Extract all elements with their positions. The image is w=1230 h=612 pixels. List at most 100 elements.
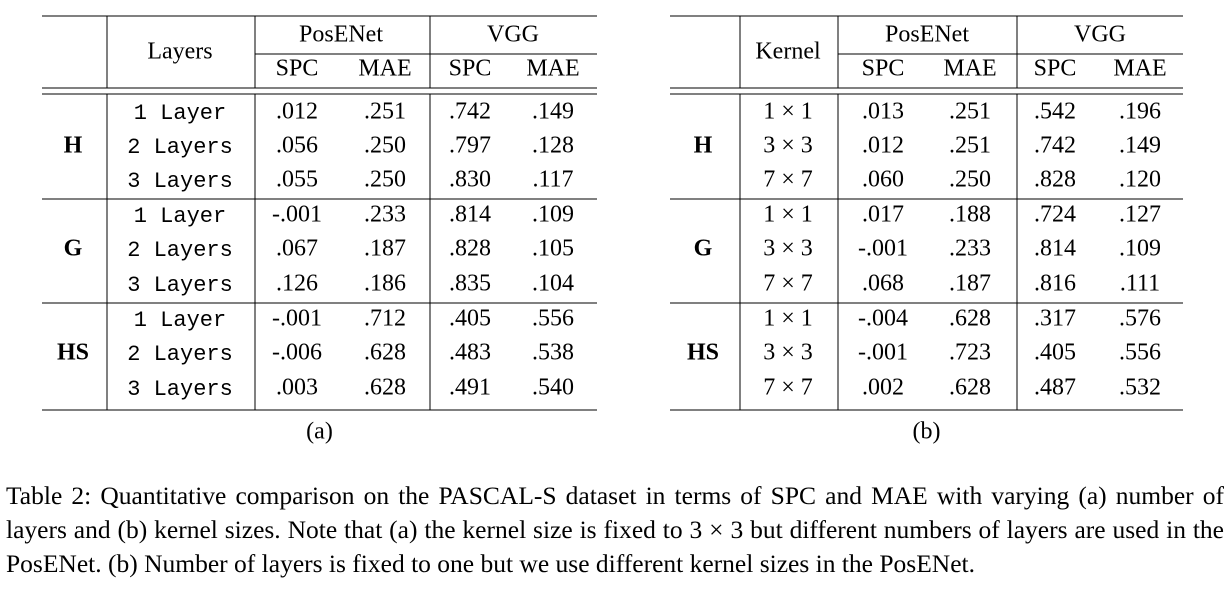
- row-label: 7 × 7: [763, 271, 813, 297]
- cell: .556: [532, 306, 574, 332]
- column-header: MAE: [1113, 56, 1166, 82]
- column-header: SPC: [862, 56, 905, 82]
- table-caption: Table 2: Quantitative comparison on the …: [6, 481, 1224, 578]
- cell: .017: [862, 202, 904, 228]
- column-header: SPC: [449, 56, 492, 82]
- cell: .003: [276, 375, 318, 401]
- row-label: 2 Layers: [127, 135, 233, 160]
- cell: .117: [532, 167, 573, 193]
- cell: .250: [364, 167, 406, 193]
- cell: .556: [1119, 340, 1161, 366]
- cell: .109: [532, 202, 574, 228]
- cell: .109: [1119, 236, 1161, 262]
- row-label: 3 Layers: [127, 273, 233, 298]
- cell: .628: [364, 340, 406, 366]
- cell: .405: [449, 306, 491, 332]
- cell: -.001: [272, 202, 322, 228]
- cell: .538: [532, 340, 574, 366]
- cell: .628: [364, 375, 406, 401]
- cell: .251: [949, 133, 991, 159]
- cell: .491: [449, 375, 491, 401]
- subtable-caption: (a): [306, 419, 333, 445]
- column-group: VGG: [487, 22, 539, 48]
- cell: .067: [276, 236, 318, 262]
- cell: .196: [1119, 99, 1161, 125]
- row-label: 3 × 3: [763, 236, 813, 262]
- cell: .250: [949, 167, 991, 193]
- cell: .576: [1119, 306, 1161, 332]
- cell: .814: [449, 202, 491, 228]
- cell: .127: [1119, 202, 1161, 228]
- cell: .816: [1034, 271, 1076, 297]
- row-label: 2 Layers: [127, 342, 233, 367]
- cell: .628: [949, 375, 991, 401]
- column-header: MAE: [526, 56, 579, 82]
- row-label: 3 × 3: [763, 340, 813, 366]
- group-label: HS: [687, 340, 719, 366]
- subtable-caption: (b): [913, 419, 941, 445]
- cell: .126: [276, 271, 318, 297]
- cell: .149: [1119, 133, 1161, 159]
- row-label: 3 Layers: [127, 377, 233, 402]
- row-label: 1 Layer: [134, 308, 226, 333]
- cell: .742: [449, 99, 491, 125]
- column-header: MAE: [943, 56, 996, 82]
- row-header: Kernel: [755, 39, 821, 65]
- cell: .056: [276, 133, 318, 159]
- cell: .742: [1034, 133, 1076, 159]
- cell: .105: [532, 236, 574, 262]
- column-group: PosENet: [299, 22, 383, 48]
- cell: .830: [449, 167, 491, 193]
- cell: .068: [862, 271, 904, 297]
- cell: .317: [1034, 306, 1076, 332]
- cell: .060: [862, 167, 904, 193]
- cell: .723: [949, 340, 991, 366]
- cell: .712: [364, 306, 406, 332]
- cell: .250: [364, 133, 406, 159]
- cell: .013: [862, 99, 904, 125]
- cell: .828: [1034, 167, 1076, 193]
- cell: .797: [449, 133, 491, 159]
- row-label: 1 × 1: [763, 306, 813, 332]
- cell: .128: [532, 133, 574, 159]
- row-label: 7 × 7: [763, 167, 813, 193]
- row-label: 1 Layer: [134, 101, 226, 126]
- group-label: G: [694, 236, 713, 262]
- row-label: 3 × 3: [763, 133, 813, 159]
- cell: .111: [1120, 271, 1160, 297]
- cell: .104: [532, 271, 574, 297]
- cell: -.001: [858, 236, 908, 262]
- cell: .532: [1119, 375, 1161, 401]
- cell: .012: [862, 133, 904, 159]
- column-header: SPC: [1034, 56, 1077, 82]
- group-label: G: [64, 236, 83, 262]
- cell: .120: [1119, 167, 1161, 193]
- tables: Layers PosENet VGG SPC MAE SPC MAE H 1 Layer .012…: [42, 15, 1183, 445]
- column-header: SPC: [276, 56, 319, 82]
- group-label: H: [694, 133, 713, 159]
- group-label: H: [64, 133, 83, 159]
- cell: .187: [364, 236, 406, 262]
- cell: -.001: [272, 306, 322, 332]
- cell: .542: [1034, 99, 1076, 125]
- cell: .233: [364, 202, 406, 228]
- cell: .540: [532, 375, 574, 401]
- row-label: 1 × 1: [763, 99, 813, 125]
- cell: -.001: [858, 340, 908, 366]
- cell: .405: [1034, 340, 1076, 366]
- cell: .188: [949, 202, 991, 228]
- cell: .628: [949, 306, 991, 332]
- cell: .233: [949, 236, 991, 262]
- row-header: Layers: [147, 39, 212, 65]
- cell: .149: [532, 99, 574, 125]
- cell: .251: [364, 99, 406, 125]
- cell: -.004: [858, 306, 908, 332]
- cell: .828: [449, 236, 491, 262]
- column-header: MAE: [358, 56, 411, 82]
- column-group: PosENet: [885, 22, 969, 48]
- cell: .186: [364, 271, 406, 297]
- cell: .483: [449, 340, 491, 366]
- row-label: 1 Layer: [134, 204, 226, 229]
- cell: .002: [862, 375, 904, 401]
- row-label: 7 × 7: [763, 375, 813, 401]
